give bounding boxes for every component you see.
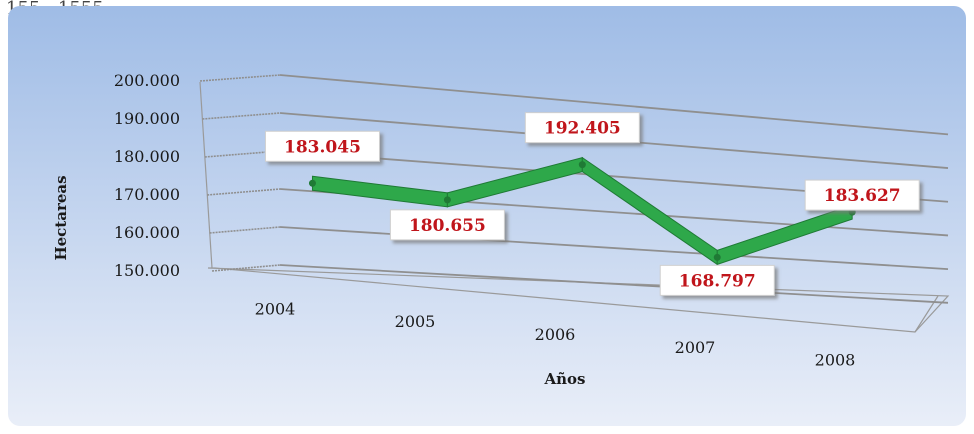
y-tick-label: 170.000: [114, 185, 180, 204]
plot-area: 150.000 160.000 170.000 180.000 190.000 200.0…: [114, 71, 950, 370]
x-axis-title: Años: [544, 370, 586, 388]
data-label-box: [264, 130, 380, 162]
y-axis-line: [199, 81, 213, 269]
data-point: [443, 196, 451, 204]
gridline-wall: [207, 188, 281, 196]
gridline-wall: [202, 112, 281, 120]
x-tick-label: 2007: [675, 338, 716, 357]
gridline-wall: [204, 150, 281, 158]
data-label-box: [804, 179, 920, 211]
data-label: 183.045: [284, 137, 361, 157]
data-label: 180.655: [409, 216, 486, 236]
data-label-box: [524, 112, 640, 144]
gridline-wall: [199, 74, 281, 82]
data-point: [578, 161, 586, 169]
y-tick-label: 180.000: [114, 147, 180, 166]
y-tick-label: 190.000: [114, 109, 180, 128]
data-label: 183.627: [824, 186, 901, 206]
gridline: [279, 74, 949, 136]
y-tick-label: 150.000: [114, 261, 180, 280]
data-label-box: [659, 264, 775, 296]
data-label: 192.405: [544, 119, 621, 139]
gridline-wall: [209, 226, 281, 234]
x-tick-label: 2004: [255, 299, 296, 318]
y-tick-label: 200.000: [114, 71, 180, 90]
gridline-wall: [211, 264, 281, 272]
data-label: 168.797: [679, 271, 756, 291]
x-tick-label: 2008: [815, 351, 856, 370]
y-axis-title: Hectareas: [52, 175, 70, 260]
data-point: [713, 253, 721, 261]
gridline: [279, 264, 949, 304]
x-tick-label: 2005: [395, 312, 436, 331]
data-label-box: [389, 209, 505, 241]
x-tick-label: 2006: [535, 325, 576, 344]
y-tick-label: 160.000: [114, 223, 180, 242]
data-point: [308, 179, 316, 187]
